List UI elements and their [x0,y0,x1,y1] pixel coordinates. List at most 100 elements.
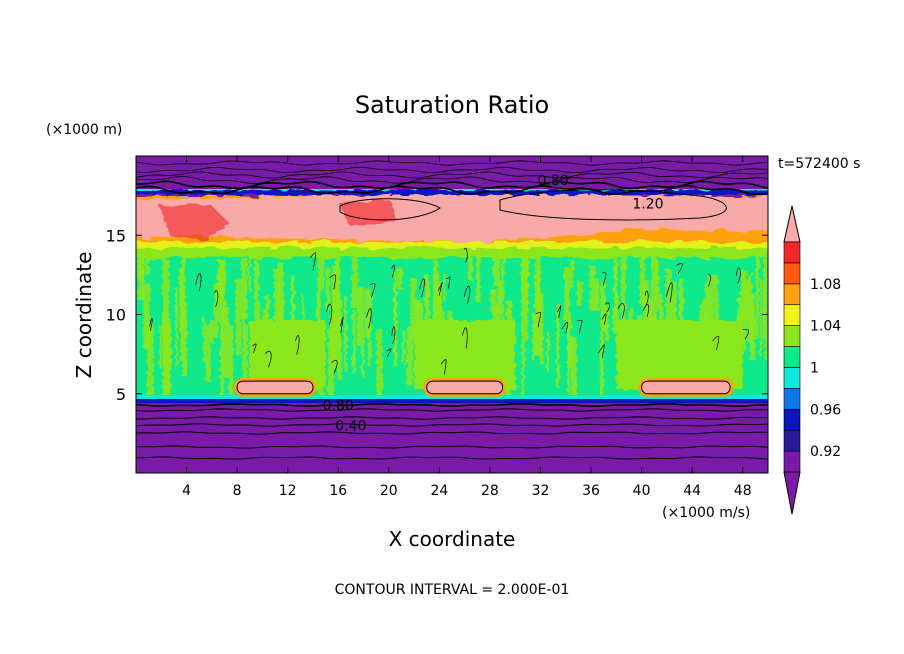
field-streak [220,320,224,406]
field-streak [179,267,183,331]
field-streak [546,331,550,373]
contour-line-mid [561,321,569,334]
field-streak [356,288,362,346]
y-tick-label: 15 [106,226,126,245]
field-streak [621,263,626,350]
field-streak [254,260,259,342]
field-streak [620,250,627,272]
field-streak [655,267,660,309]
field-streak [738,296,743,338]
field-streak [146,322,154,396]
contour-line-mid [149,317,153,331]
contour-line-mid [742,329,750,340]
contour-line-mid [391,326,396,344]
upper-red-patches [160,200,395,240]
x-tick-label: 12 [279,483,297,499]
contour-line-mid [437,281,443,296]
field-streak [402,330,406,364]
field-streak [492,252,500,287]
field-streak [213,282,219,339]
contour-label: 1.20 [632,197,663,213]
contour-line-lower [136,456,768,460]
field-streak [317,258,325,289]
field-streak [521,274,528,342]
field-streak [639,251,646,307]
contour-line-upper [136,166,768,174]
colorbar-segment [783,304,801,326]
x-tick-label: 24 [430,483,448,499]
field-streak [248,253,251,291]
contour-line-mid [391,264,395,278]
field-streak [658,294,663,337]
field-streak [397,267,403,290]
region-upper-supersaturated [136,192,768,242]
field-streak [569,259,574,287]
field-streak [162,259,170,347]
field-streak [764,336,768,361]
contour-line-mid [602,272,607,286]
field-streak [665,269,672,342]
colorbar-label: 1.08 [810,277,841,293]
y-axis-title: Z coordinate [72,252,96,379]
field-streak [410,276,416,342]
contour-line-mid [369,283,376,298]
field-streak [564,267,570,325]
contour-line-mid [644,290,649,306]
region-lower-blue-band [136,399,768,403]
contour-line-mid [440,359,447,375]
field-streak [556,303,560,388]
y-unit-label: (×1000 m) [46,122,122,138]
surface-plume [426,380,504,395]
surface-plume [236,380,314,395]
field-streak [245,325,249,382]
field-streak [476,252,481,303]
contour-line-mid [535,311,542,328]
contour-line-mid [642,304,650,318]
x-tick-label: 48 [734,483,752,499]
field-streak [182,302,188,378]
contour-line-mid [326,303,333,325]
field-streak [181,251,186,333]
field-streak [331,283,338,370]
field-streak [159,326,162,369]
field-streak [424,274,430,306]
contour-line-mid [265,351,272,368]
field-streak [329,313,333,356]
colorbar: 1.08 1.04 1 0.96 0.92 [783,205,841,515]
x-axis-ticks: 4 8 12 16 20 24 28 32 36 40 44 48 [182,156,752,499]
contour-line-lower [136,408,768,412]
contour-labels: 0.80 1.20 0.80 0.40 [323,173,664,435]
contour-line-mid [463,285,471,304]
x-tick-label: 32 [532,483,550,499]
field-streak [594,280,600,311]
field-streak [163,332,170,409]
contour-line-mid [708,273,712,287]
contour-line-mid [213,290,219,307]
y-axis-ticks: 5 10 15 [106,226,768,404]
chart-title: Saturation Ratio [355,91,549,119]
contour-line-lower [136,402,768,408]
field-streak [137,258,145,301]
contour-line-mid [309,252,317,271]
field-streak [443,272,446,301]
contour-line-1.20 [499,189,727,221]
field-streak [274,269,280,356]
field-streak [218,259,226,322]
field-streak [235,279,242,355]
field-streak [210,320,214,343]
field-streak [468,254,473,280]
time-label: t=572400 s [778,156,860,172]
contour-label: 0.80 [323,398,354,414]
field-streak [612,306,619,333]
field-streak [361,288,365,378]
contour-line-upper [136,160,768,166]
x-tick-label: 28 [481,483,499,499]
contour-line-mid [331,359,338,374]
contour-line-mid [252,343,257,354]
contour-line-upper [136,171,768,179]
contour-line-mid [329,274,337,290]
x-tick-label: 20 [380,483,398,499]
field-streak [501,253,505,279]
colorbar-label: 0.96 [810,402,841,418]
